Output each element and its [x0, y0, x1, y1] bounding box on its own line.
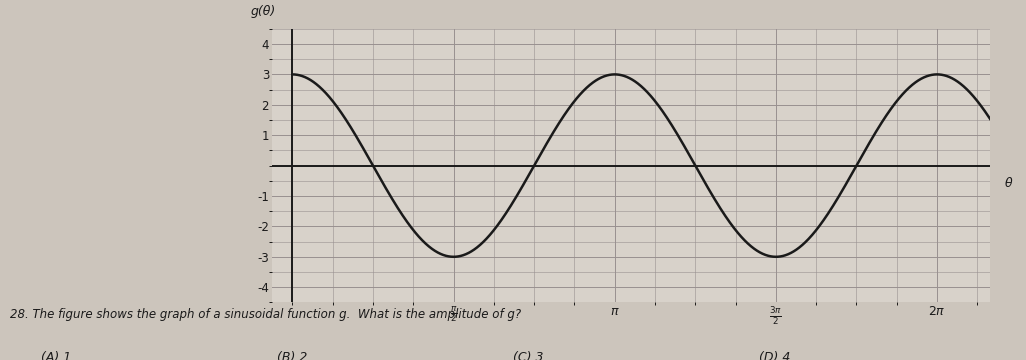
Text: $\theta$: $\theta$: [1004, 176, 1014, 190]
Text: (A) 1: (A) 1: [41, 351, 71, 360]
Text: (B) 2: (B) 2: [277, 351, 308, 360]
Text: (C) 3: (C) 3: [513, 351, 544, 360]
Text: g(θ): g(θ): [250, 5, 276, 18]
Text: 28. The figure shows the graph of a sinusoidal function g.  What is the amplitud: 28. The figure shows the graph of a sinu…: [10, 308, 521, 321]
Text: (D) 4: (D) 4: [759, 351, 791, 360]
